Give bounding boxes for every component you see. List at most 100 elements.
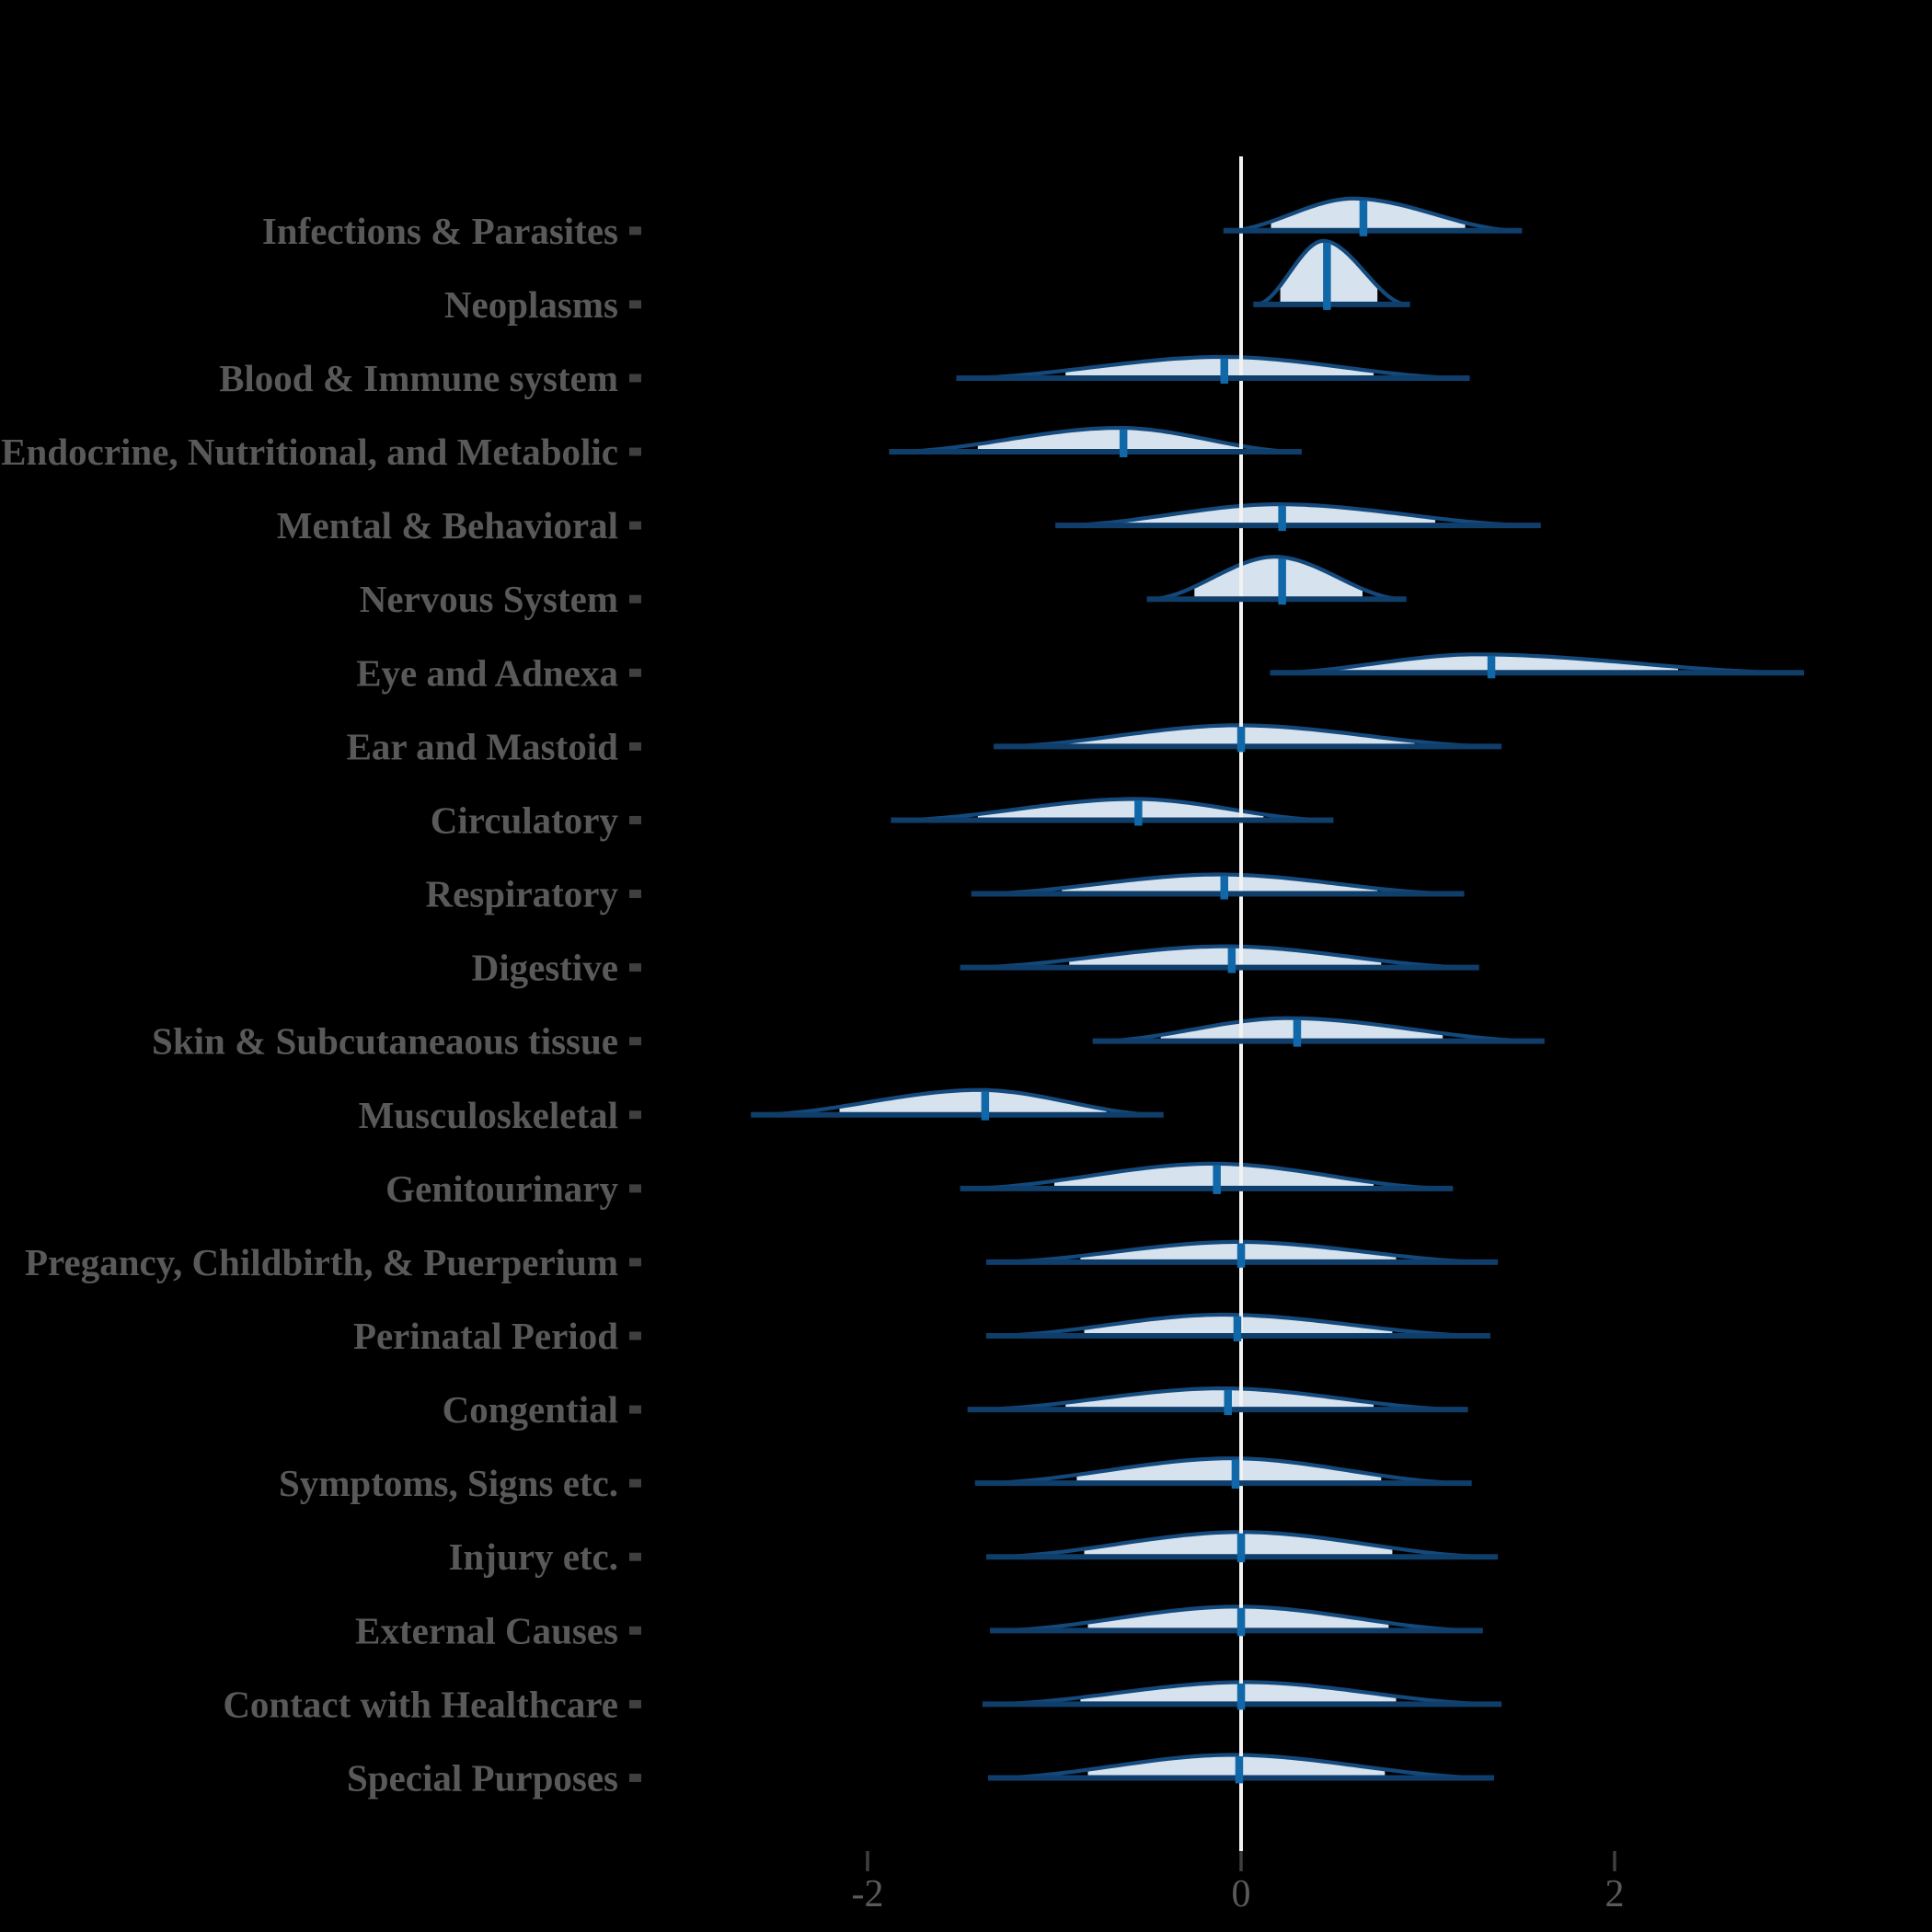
violin-fills xyxy=(839,198,1678,1778)
category-tick-mark xyxy=(629,374,641,383)
violin-outline xyxy=(893,797,1331,822)
median-bar xyxy=(1220,358,1228,384)
category-label: Skin & Subcutaneaous tissue xyxy=(152,1020,618,1063)
x-axis-tick-label: 2 xyxy=(1605,1873,1625,1915)
category-tick-mark xyxy=(629,963,641,972)
violin-baselines xyxy=(751,227,1804,1781)
category-tick-mark xyxy=(629,521,641,530)
category-tick-mark xyxy=(629,890,641,899)
violin-outline xyxy=(753,1087,1161,1117)
violin-outlines xyxy=(753,196,1801,1780)
median-bar xyxy=(1231,1459,1240,1489)
violin-fill xyxy=(1160,1018,1443,1041)
category-tick-mark xyxy=(629,300,641,309)
category-tick-mark xyxy=(629,1110,641,1120)
category-label: Blood & Immune system xyxy=(219,357,618,399)
violin-fill xyxy=(1065,357,1374,378)
category-label: Genitourinary xyxy=(385,1167,618,1210)
category-label: Endocrine, Nutritional, and Metabolic xyxy=(1,431,618,473)
x-axis-tick-label: -2 xyxy=(852,1873,884,1915)
x-axis-tick-label: 0 xyxy=(1232,1873,1251,1915)
median-bar xyxy=(1359,200,1368,236)
category-label: Digestive xyxy=(472,947,618,989)
category-label: Circulatory xyxy=(431,799,619,841)
violin-outline xyxy=(1058,502,1538,528)
category-tick-mark xyxy=(629,594,641,604)
median-bar xyxy=(1236,1533,1246,1563)
median-bars xyxy=(981,200,1496,1784)
category-tick-mark xyxy=(629,1258,641,1267)
violin-fill xyxy=(1271,198,1466,231)
category-tick-mark xyxy=(629,668,641,677)
category-tick-mark xyxy=(629,1331,641,1340)
median-bar xyxy=(1227,948,1236,973)
violin-outline xyxy=(1256,238,1408,306)
category-label: Eye and Adnexa xyxy=(356,651,618,694)
median-bar xyxy=(1213,1165,1221,1194)
category-tick-mark xyxy=(629,742,641,751)
category-label: Injury etc. xyxy=(449,1535,618,1578)
category-tick-mark xyxy=(629,1773,641,1782)
category-tick-mark xyxy=(629,1405,641,1414)
median-bar xyxy=(1323,242,1331,310)
category-label: External Causes xyxy=(355,1609,618,1651)
median-bar xyxy=(1134,800,1143,826)
category-label: Neoplasms xyxy=(444,283,618,326)
category-label: Symptoms, Signs etc. xyxy=(279,1462,618,1504)
median-bar xyxy=(1236,1607,1246,1637)
category-label: Nervous System xyxy=(360,578,618,620)
violin-outline xyxy=(1095,1016,1542,1043)
category-tick-mark xyxy=(629,1037,641,1046)
median-bar xyxy=(981,1091,990,1121)
median-bar xyxy=(1220,876,1228,900)
category-label: Respiratory xyxy=(425,873,618,915)
violin-outline xyxy=(1149,555,1404,602)
violin-outline xyxy=(993,1604,1480,1633)
category-tick-mark xyxy=(629,447,641,456)
category-label: Special Purposes xyxy=(347,1756,618,1799)
median-bar xyxy=(1278,505,1286,532)
x-axis: -2 0 2 xyxy=(852,1851,1625,1915)
category-tick-mark xyxy=(629,1552,641,1561)
violin-fill xyxy=(1087,504,1436,526)
category-tick-mark xyxy=(629,1184,641,1193)
category-label: Mental & Behavioral xyxy=(277,504,618,546)
violin-outline xyxy=(977,1456,1469,1486)
median-bar xyxy=(1233,1316,1242,1341)
median-bar xyxy=(1293,1019,1302,1047)
median-bar xyxy=(1119,429,1128,458)
median-bar xyxy=(1236,726,1246,753)
violin-outline xyxy=(989,1312,1488,1339)
category-tick-mark xyxy=(629,815,641,824)
violin-outline xyxy=(891,425,1299,454)
category-label: Congential xyxy=(443,1388,618,1431)
violin-fill xyxy=(1069,946,1382,968)
violin-outline xyxy=(970,1386,1466,1412)
category-label: Pregancy, Childbirth, & Puerperium xyxy=(25,1241,618,1283)
violin-outline xyxy=(959,354,1467,381)
category-labels: Infections & Parasites Neoplasms Blood & I… xyxy=(1,210,641,1799)
category-label: Perinatal Period xyxy=(353,1315,618,1357)
median-bar xyxy=(1236,1683,1246,1710)
category-tick-mark xyxy=(629,1699,641,1708)
violin-outline xyxy=(996,723,1500,749)
category-label: Ear and Mastoid xyxy=(347,725,619,767)
violin-outline xyxy=(962,1161,1451,1190)
median-bar xyxy=(1487,655,1496,679)
violin-outline xyxy=(1225,196,1520,233)
median-bar xyxy=(1236,1243,1246,1268)
violin-outline xyxy=(1272,652,1801,675)
median-bar xyxy=(1278,558,1286,605)
category-tick-mark xyxy=(629,1626,641,1635)
category-label: Musculoskeletal xyxy=(359,1094,618,1136)
violin-fill xyxy=(1076,1458,1382,1484)
violin-outline xyxy=(973,872,1462,896)
median-bar xyxy=(1224,1389,1232,1416)
category-label: Infections & Parasites xyxy=(262,210,618,252)
category-tick-mark xyxy=(629,1478,641,1488)
median-bar xyxy=(1235,1756,1244,1784)
category-tick-mark xyxy=(629,226,641,236)
category-label: Contact with Healthcare xyxy=(223,1683,618,1725)
